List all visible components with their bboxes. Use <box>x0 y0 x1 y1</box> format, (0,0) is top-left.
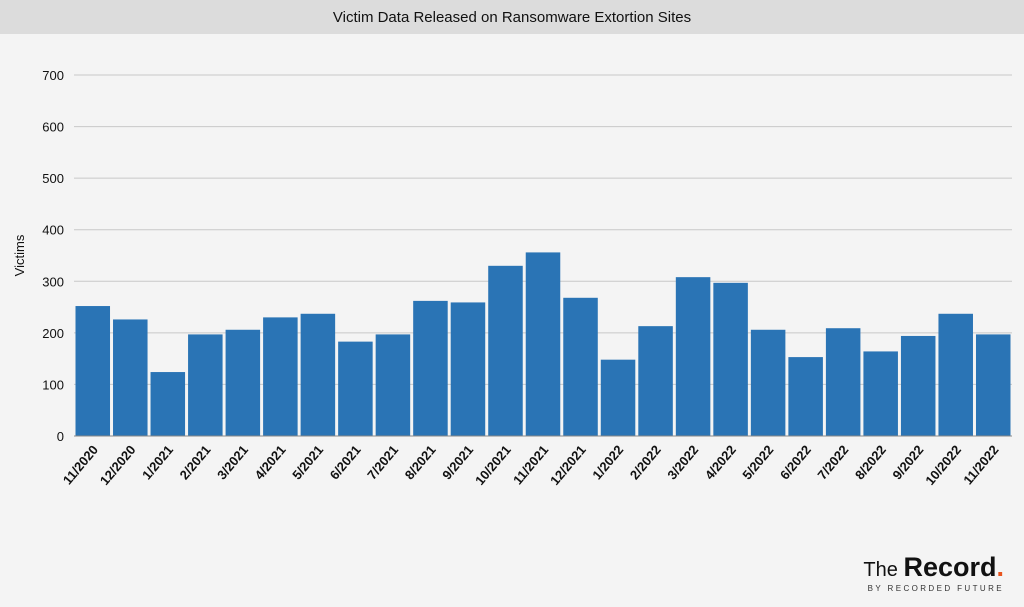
x-tick-label: 7/2021 <box>364 442 401 482</box>
bar <box>150 372 186 436</box>
bar <box>675 277 711 436</box>
bar <box>863 351 898 436</box>
y-axis-label: Victims <box>12 234 27 276</box>
x-tick-label: 12/2020 <box>97 442 139 488</box>
bar <box>488 265 523 436</box>
x-tick-label: 6/2022 <box>777 442 814 482</box>
bar <box>713 282 748 436</box>
brand-dot: . <box>996 552 1004 582</box>
x-tick-label: 11/2022 <box>960 442 1001 487</box>
bar <box>450 302 486 436</box>
x-tick-label: 3/2021 <box>214 442 251 482</box>
y-tick-label: 500 <box>42 171 64 186</box>
brand-logo: The Record. BY RECORDED FUTURE <box>863 552 1004 594</box>
x-tick-label: 8/2021 <box>402 442 439 482</box>
bar <box>413 300 448 436</box>
bar <box>188 334 223 436</box>
x-tick-label: 3/2022 <box>664 442 701 482</box>
x-tick-label: 7/2022 <box>814 442 851 482</box>
x-tick-label: 2/2021 <box>177 442 214 482</box>
bar <box>975 334 1011 436</box>
chart-title-bar: Victim Data Released on Ransomware Extor… <box>0 0 1024 34</box>
brand-record: Record <box>903 552 997 582</box>
bar <box>75 306 111 436</box>
y-tick-label: 700 <box>42 68 64 83</box>
x-tick-label: 11/2021 <box>510 442 551 487</box>
bar <box>113 319 148 436</box>
x-tick-label: 10/2022 <box>922 442 964 488</box>
x-tick-label: 9/2021 <box>439 442 476 482</box>
bar <box>638 326 673 436</box>
bar <box>788 357 823 436</box>
bar <box>825 328 861 436</box>
x-tick-label: 12/2021 <box>547 442 589 488</box>
bar <box>300 313 336 436</box>
bar <box>375 334 411 436</box>
brand-tagline: BY RECORDED FUTURE <box>867 584 1004 593</box>
x-tick-label: 4/2021 <box>252 442 289 482</box>
bar <box>525 252 561 436</box>
x-tick-label: 9/2022 <box>889 442 926 482</box>
bar <box>563 297 598 436</box>
bar <box>750 329 786 436</box>
x-tick-label: 10/2021 <box>472 442 514 488</box>
x-tick-label: 6/2021 <box>327 442 364 482</box>
y-tick-label: 0 <box>57 429 64 444</box>
x-tick-label: 11/2020 <box>60 442 101 487</box>
x-tick-label: 2/2022 <box>627 442 664 482</box>
bar <box>338 341 373 436</box>
x-tick-label: 4/2022 <box>702 442 739 482</box>
bar <box>600 359 636 436</box>
y-tick-label: 400 <box>42 223 64 238</box>
brand-the: The <box>863 559 898 581</box>
bar <box>263 317 298 436</box>
x-tick-label: 5/2021 <box>289 442 326 482</box>
bar <box>900 335 936 436</box>
x-tick-label: 5/2022 <box>739 442 776 482</box>
x-tick-label: 1/2022 <box>589 442 626 482</box>
chart-title: Victim Data Released on Ransomware Extor… <box>332 8 692 26</box>
y-tick-label: 200 <box>42 326 64 341</box>
y-tick-label: 300 <box>42 274 64 289</box>
bar <box>938 313 973 436</box>
x-tick-label: 1/2021 <box>139 442 176 482</box>
bar <box>225 329 261 436</box>
y-tick-label: 100 <box>42 377 64 392</box>
x-tick-label: 8/2022 <box>852 442 889 482</box>
y-tick-label: 600 <box>42 120 64 135</box>
